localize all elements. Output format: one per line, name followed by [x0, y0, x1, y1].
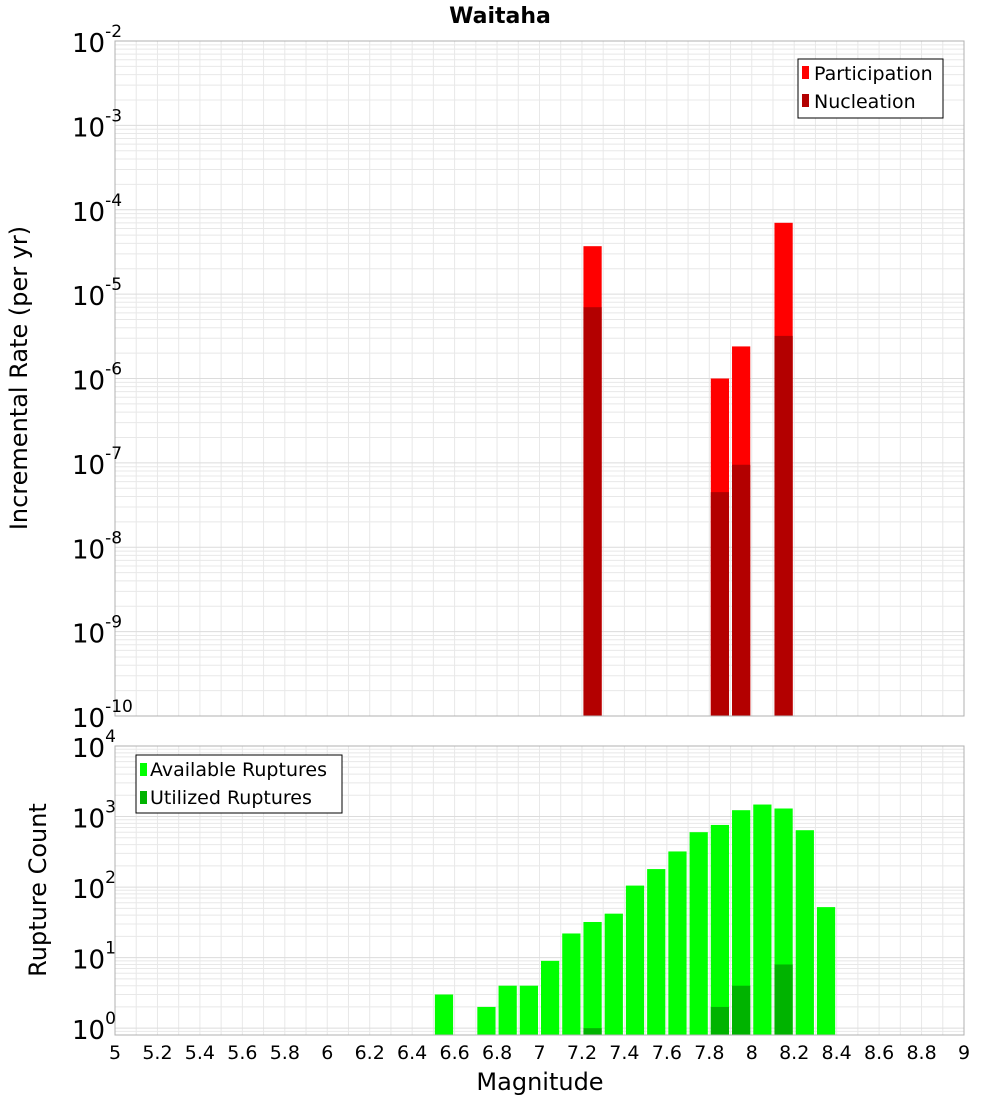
x-tick-label: 6.4 — [397, 1042, 427, 1064]
incremental-rate-plot: 10-10 10-9 10-8 10-7 10-6 10-5 10-4 10-3 10-2 — [72, 22, 965, 734]
bottom-legend-box — [135, 754, 343, 814]
rate-y-tick-label: 10-2 — [72, 22, 122, 59]
count-bar-available-ruptures — [668, 851, 687, 1035]
x-tick-label: 8.6 — [864, 1042, 894, 1064]
rate-y-tick-label: 10-7 — [72, 444, 122, 481]
count-bar-available-ruptures — [562, 933, 581, 1035]
rate-y-tick-label: 10-8 — [72, 528, 122, 565]
count-bar-available-ruptures — [541, 960, 560, 1035]
rate-bar-nucleation — [774, 335, 793, 716]
x-tick-label: 6.6 — [439, 1042, 469, 1064]
count-bar-utilized-ruptures — [732, 985, 751, 1035]
count-bar-available-ruptures — [732, 810, 751, 1035]
x-tick-label: 5 — [109, 1042, 121, 1064]
count-y-tick-label: 103 — [72, 798, 116, 835]
x-tick-label: 6 — [321, 1042, 333, 1064]
count-bar-available-ruptures — [583, 921, 602, 1035]
rate-bar-nucleation — [732, 464, 751, 716]
count-bar-utilized-ruptures — [583, 1028, 602, 1035]
count-y-tick-label: 100 — [72, 1009, 116, 1046]
x-tick-label: 5.6 — [227, 1042, 257, 1064]
rate-y-tick-label: 10-10 — [72, 697, 133, 734]
x-tick-label: 5.8 — [270, 1042, 300, 1064]
x-tick-label: 8.8 — [906, 1042, 936, 1064]
x-tick-label: 8.2 — [779, 1042, 809, 1064]
top-legend: Participation Nucleation — [797, 58, 944, 119]
x-tick-label: 7 — [533, 1042, 545, 1064]
x-tick-label: 6.8 — [482, 1042, 512, 1064]
count-bar-available-ruptures — [689, 832, 708, 1035]
count-bar-available-ruptures — [477, 1006, 496, 1035]
count-bar-available-ruptures — [795, 830, 814, 1035]
x-tick-label: 8.4 — [822, 1042, 852, 1064]
legend-swatch-utilized — [140, 791, 147, 804]
count-bar-available-ruptures — [647, 869, 666, 1035]
legend-label-participation: Participation — [814, 63, 933, 85]
count-bar-available-ruptures — [753, 804, 772, 1035]
count-bar-available-ruptures — [519, 985, 538, 1035]
count-bar-available-ruptures — [625, 885, 645, 1035]
rate-y-tick-label: 10-9 — [72, 613, 122, 650]
count-plot-frame — [114, 745, 965, 1036]
rate-bar-nucleation — [710, 492, 730, 716]
legend-swatch-available — [140, 763, 147, 776]
count-bar-utilized-ruptures — [710, 1006, 730, 1035]
count-bar-available-ruptures — [710, 824, 730, 1035]
count-bar-utilized-ruptures — [774, 964, 793, 1035]
chart-title: Waitaha — [449, 4, 551, 29]
legend-label-available: Available Ruptures — [150, 759, 327, 781]
bottom-y-axis-label: Rupture Count — [24, 803, 52, 977]
rate-y-tick-label: 10-5 — [72, 275, 122, 312]
x-tick-label: 5.2 — [142, 1042, 172, 1064]
top-legend-box — [797, 58, 944, 119]
bottom-legend: Available Ruptures Utilized Ruptures — [135, 754, 343, 814]
count-bar-available-ruptures — [434, 994, 454, 1035]
top-y-axis-label: Incremental Rate (per yr) — [5, 226, 33, 530]
rate-plot-frame — [114, 40, 965, 717]
count-y-tick-label: 104 — [72, 727, 116, 764]
x-tick-label: 9 — [958, 1042, 970, 1064]
count-bar-available-ruptures — [604, 913, 623, 1035]
count-y-tick-label: 101 — [72, 939, 116, 976]
count-y-tick-label: 102 — [72, 868, 116, 905]
x-tick-label: 8 — [746, 1042, 758, 1064]
x-tick-label: 7.4 — [609, 1042, 639, 1064]
legend-swatch-nucleation — [802, 94, 809, 107]
rate-bar-nucleation — [583, 307, 602, 716]
x-tick-label: 6.2 — [355, 1042, 385, 1064]
legend-label-utilized: Utilized Ruptures — [150, 787, 312, 809]
count-bar-available-ruptures — [498, 985, 517, 1035]
rate-y-tick-label: 10-6 — [72, 360, 122, 397]
legend-swatch-participation — [802, 66, 809, 79]
x-tick-label: 7.8 — [694, 1042, 724, 1064]
x-tick-label: 5.4 — [185, 1042, 215, 1064]
x-tick-labels: 5 5.2 5.4 5.6 5.8 6 6.2 6.4 6.6 6.8 7 7.2 7.4 7.6 7.8 8… — [109, 1042, 970, 1064]
count-bar-available-ruptures — [816, 907, 836, 1035]
rate-y-tick-label: 10-3 — [72, 106, 122, 143]
x-tick-label: 7.2 — [567, 1042, 597, 1064]
legend-label-nucleation: Nucleation — [814, 91, 916, 113]
x-axis-label: Magnitude — [476, 1068, 603, 1096]
rate-y-tick-label: 10-4 — [72, 191, 122, 228]
x-tick-label: 7.6 — [652, 1042, 682, 1064]
